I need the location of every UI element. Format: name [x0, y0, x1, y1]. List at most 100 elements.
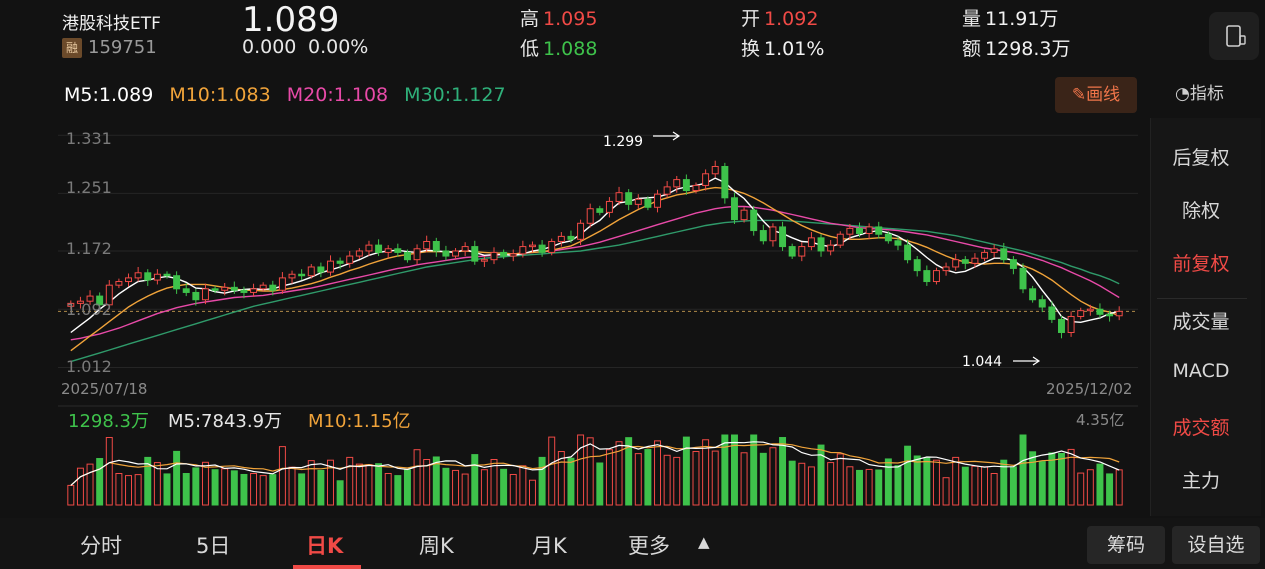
margin-badge: 融 — [62, 38, 82, 58]
tab-more[interactable]: 更多 — [628, 534, 670, 558]
ma30-legend: M30:1.127 — [404, 84, 506, 106]
kline-chart[interactable]: 1.331 1.251 1.172 1.092 1.012 2025/07/18… — [58, 120, 1138, 400]
candle-body — [952, 259, 960, 268]
volume-bar — [105, 437, 113, 506]
candle-body — [259, 284, 267, 290]
volume-ma-line — [70, 441, 1120, 486]
volume-bar — [67, 484, 75, 506]
candle-body — [346, 255, 354, 264]
candle-body — [548, 240, 556, 253]
volume-bar — [836, 453, 844, 506]
price-change: 0.000 — [242, 36, 297, 58]
volume-bar — [769, 447, 777, 506]
draw-line-button[interactable]: ✎画线 — [1055, 77, 1137, 113]
volume-bar — [365, 464, 373, 506]
candle-body — [625, 192, 633, 205]
volume-bar — [221, 468, 229, 506]
volume-bar — [1000, 459, 1008, 506]
volume-bar — [740, 452, 748, 506]
menu-turnover-amount[interactable]: 成交额 — [1172, 417, 1230, 439]
pencil-icon: ✎ — [1071, 85, 1087, 105]
volume-bar — [827, 462, 835, 506]
volume-bar — [557, 451, 565, 506]
candle-body — [711, 165, 719, 175]
candle-body — [1077, 310, 1085, 317]
volume-bar — [548, 436, 556, 506]
menu-main-force[interactable]: 主力 — [1181, 470, 1220, 492]
add-watchlist-button[interactable]: 设自选 — [1172, 526, 1260, 564]
volume-bar — [663, 454, 671, 506]
candle-body — [836, 233, 844, 246]
volume-bar — [375, 463, 383, 506]
high-marker-arrow — [653, 131, 681, 141]
volume-bar — [1029, 451, 1037, 506]
volume-bar — [1077, 472, 1085, 506]
candle-body — [432, 240, 440, 252]
volume-ma-line — [70, 443, 1120, 486]
volume-bar — [692, 451, 700, 506]
volume-bar — [865, 468, 873, 506]
candle-body — [875, 226, 883, 235]
candle-body — [365, 244, 373, 252]
volume-bar — [442, 467, 450, 506]
volume-chart[interactable]: 1298.3万 M5:7843.9万 M10:1.15亿 4.35亿 — [58, 405, 1138, 509]
volume-bar — [480, 469, 488, 506]
candle-body — [596, 208, 604, 213]
menu-ex-rights[interactable]: 除权 — [1181, 200, 1220, 222]
volume-bar — [182, 473, 190, 506]
turnover-stat: 换 1.01% — [741, 34, 824, 61]
volume-bar — [529, 479, 536, 506]
candle-body — [538, 244, 546, 253]
tab-monthly-k[interactable]: 月K — [532, 534, 567, 558]
candle-body — [327, 260, 334, 273]
indicator-button[interactable]: ◔指标 — [1175, 79, 1224, 104]
volume-bar — [538, 456, 546, 506]
volume-bar — [952, 456, 960, 506]
indicator-label: 指标 — [1189, 84, 1224, 104]
candle-body — [125, 277, 132, 283]
candle-body — [173, 275, 181, 290]
menu-volume[interactable]: 成交量 — [1172, 311, 1230, 333]
volume-bar — [1096, 463, 1104, 506]
volume-bar — [115, 473, 123, 506]
candle-body — [413, 248, 421, 261]
volume-bar — [201, 461, 209, 506]
open-label: 开 — [741, 8, 761, 30]
candle-body — [932, 270, 940, 283]
candle-body — [423, 240, 431, 250]
volume-bar — [884, 458, 892, 506]
ma-legend: M5:1.089 M10:1.083 M20:1.108 M30:1.127 — [64, 84, 516, 106]
menu-back-adjusted[interactable]: 后复权 — [1172, 147, 1230, 169]
menu-macd[interactable]: MACD — [1172, 360, 1230, 382]
chips-button[interactable]: 筹码 — [1087, 526, 1165, 564]
volume-bar — [134, 474, 142, 506]
volume-bar — [702, 439, 710, 506]
candle-body — [577, 222, 585, 240]
landscape-toggle-button[interactable] — [1209, 12, 1259, 60]
candle-body — [384, 248, 392, 253]
candle-body — [230, 286, 238, 291]
candle-body — [1058, 318, 1065, 333]
candle-body — [807, 237, 815, 248]
candle-body — [904, 244, 912, 261]
candle-body — [471, 246, 479, 262]
menu-forward-adjusted[interactable]: 前复权 — [1172, 253, 1230, 275]
candle-body — [336, 260, 344, 264]
ma10-legend: M10:1.083 — [169, 84, 271, 106]
caret-up-icon[interactable]: ▲ — [698, 533, 710, 551]
volume-bar — [654, 440, 661, 506]
candle-body — [269, 284, 277, 291]
tab-daily-k[interactable]: 日K — [306, 534, 344, 558]
tab-intraday[interactable]: 分时 — [80, 534, 122, 558]
candle-body — [134, 272, 142, 279]
candle-body — [307, 266, 315, 277]
candle-body — [144, 272, 152, 281]
tab-5day[interactable]: 5日 — [196, 534, 231, 558]
candle-body — [355, 250, 363, 257]
volume-bar — [86, 463, 94, 506]
candle-body — [500, 251, 508, 257]
volume-bar — [788, 460, 796, 506]
tab-weekly-k[interactable]: 周K — [419, 534, 454, 558]
volume-bar — [1067, 448, 1075, 506]
candle-body — [846, 227, 854, 235]
